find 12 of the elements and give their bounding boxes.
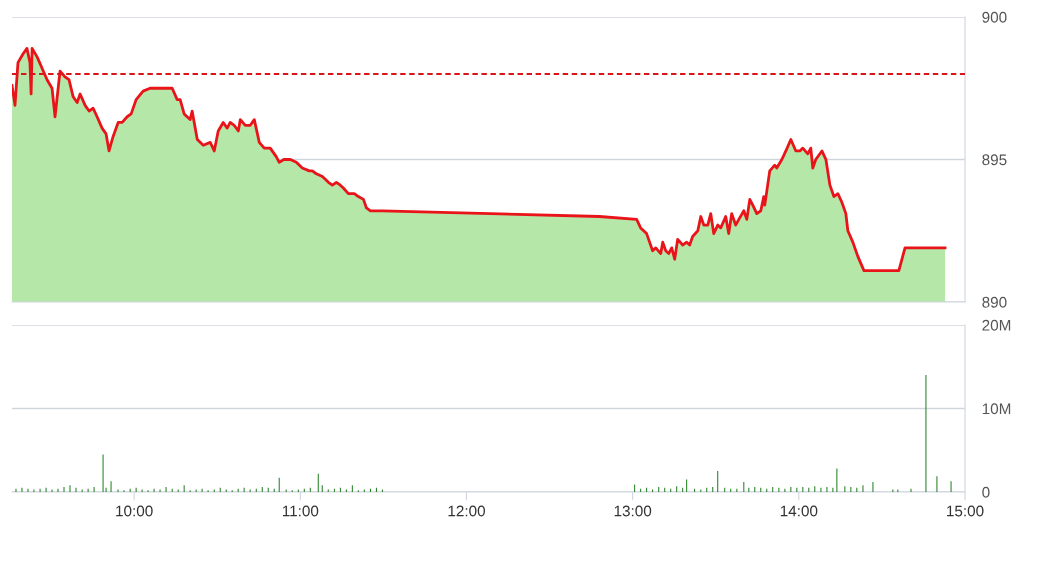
y-tick-label: 900 — [982, 11, 1007, 23]
y-tick-label: 895 — [982, 154, 1007, 166]
x-tick-label: 10:00 — [116, 505, 153, 517]
x-tick-label: 13:00 — [614, 505, 652, 517]
x-tick-label: 15:00 — [947, 505, 984, 517]
y-tick-label: 10M — [982, 403, 1011, 415]
y-tick-label: 890 — [982, 296, 1007, 308]
x-tick-label: 12:00 — [448, 505, 485, 517]
y-tick-label: 0 — [982, 486, 990, 498]
x-tick-label: 11:00 — [282, 505, 319, 517]
x-tick-label: 14:00 — [780, 505, 818, 517]
y-tick-label: 20M — [982, 319, 1011, 331]
